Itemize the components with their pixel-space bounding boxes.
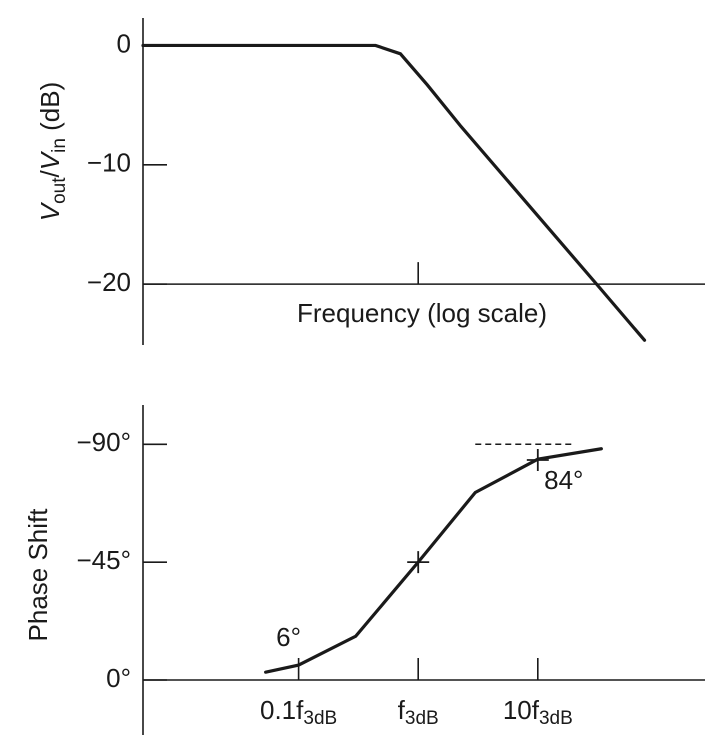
y-tick-label: −20: [87, 267, 131, 297]
y-axis-label-part: V: [35, 150, 65, 170]
x-tick-text: 0.1f: [260, 695, 304, 725]
y-tick-label: −90°: [76, 427, 131, 457]
x-tick-text: 10f: [503, 695, 540, 725]
y-tick-label: 0°: [106, 663, 131, 693]
annotation: 84°: [544, 465, 583, 495]
y-tick-label: −45°: [76, 545, 131, 575]
annotation: 6°: [276, 622, 301, 652]
curve: [141, 43, 647, 342]
y-axis-label: Phase Shift: [23, 508, 53, 642]
y-axis-label-part: (dB): [35, 82, 65, 138]
x-tick-subscript: 3dB: [303, 708, 337, 729]
y-axis-label-part: V: [35, 201, 65, 221]
y-tick-label: −10: [87, 148, 131, 178]
y-tick-label: 0: [117, 28, 131, 58]
cross-marker: [526, 449, 549, 471]
y-axis-label-part: /: [35, 169, 65, 177]
x-tick-label: f3dB: [398, 695, 439, 729]
x-tick-label: 10f3dB: [503, 695, 573, 729]
x-tick-text: f: [398, 695, 406, 725]
cross-marker: [407, 551, 430, 574]
x-tick-subscript: 3dB: [405, 708, 439, 729]
y-axis-label-part: out: [49, 177, 70, 204]
x-tick-subscript: 3dB: [539, 708, 573, 729]
x-axis-label: Frequency (log scale): [297, 298, 547, 328]
x-tick-label: 0.1f3dB: [260, 695, 337, 729]
y-axis-label: Vout/Vin (dB): [35, 82, 70, 221]
y-axis-label-part: in: [49, 138, 70, 153]
